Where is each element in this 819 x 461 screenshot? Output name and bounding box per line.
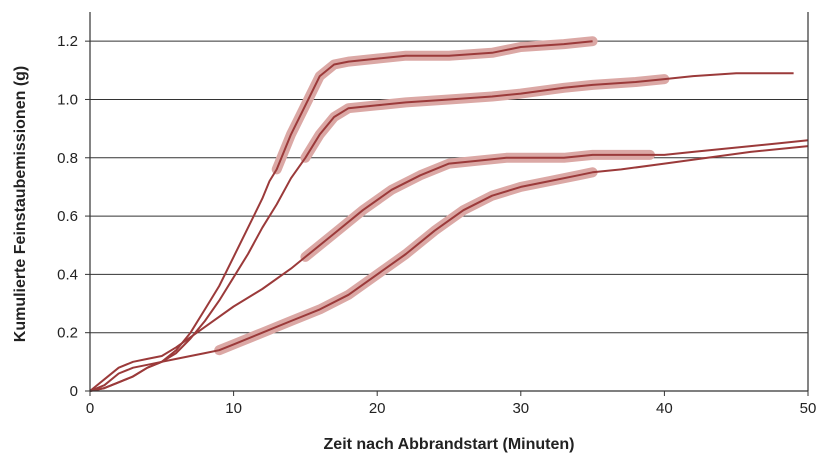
y-axis-title: Kumulierte Feinstaubemissionen (g) xyxy=(12,66,29,342)
y-tick-label-0: 0 xyxy=(70,383,78,400)
series-4-line xyxy=(89,145,809,392)
y-tick-label-1: 0.2 xyxy=(57,325,78,342)
x-tick-label-5: 50 xyxy=(800,400,817,417)
x-tick-label-1: 10 xyxy=(225,400,242,417)
series-3-line xyxy=(89,139,809,392)
y-tick-label-2: 0.4 xyxy=(57,266,78,283)
y-tick-label-4: 0.8 xyxy=(57,150,78,167)
y-tick-label-3: 0.6 xyxy=(57,208,78,225)
x-tick-label-2: 20 xyxy=(369,400,386,417)
x-tick-label-4: 40 xyxy=(656,400,673,417)
axes xyxy=(85,12,809,396)
tick-labels: 0 0.2 0.4 0.6 0.8 1.0 1.2 0 10 20 30 40 50 xyxy=(57,33,816,417)
series-4-highlight xyxy=(214,167,598,356)
series-2-line xyxy=(89,72,794,392)
x-tick-label-0: 0 xyxy=(86,400,94,417)
y-tick-label-5: 1.0 xyxy=(57,91,78,108)
x-tick-label-3: 30 xyxy=(512,400,529,417)
x-axis-title: Zeit nach Abbrandstart (Minuten) xyxy=(324,436,575,453)
series-lines xyxy=(89,40,809,392)
series-2-highlight xyxy=(300,74,670,163)
highlight-bands xyxy=(214,36,670,356)
y-tick-label-6: 1.2 xyxy=(57,33,78,50)
grid-lines xyxy=(90,40,808,334)
